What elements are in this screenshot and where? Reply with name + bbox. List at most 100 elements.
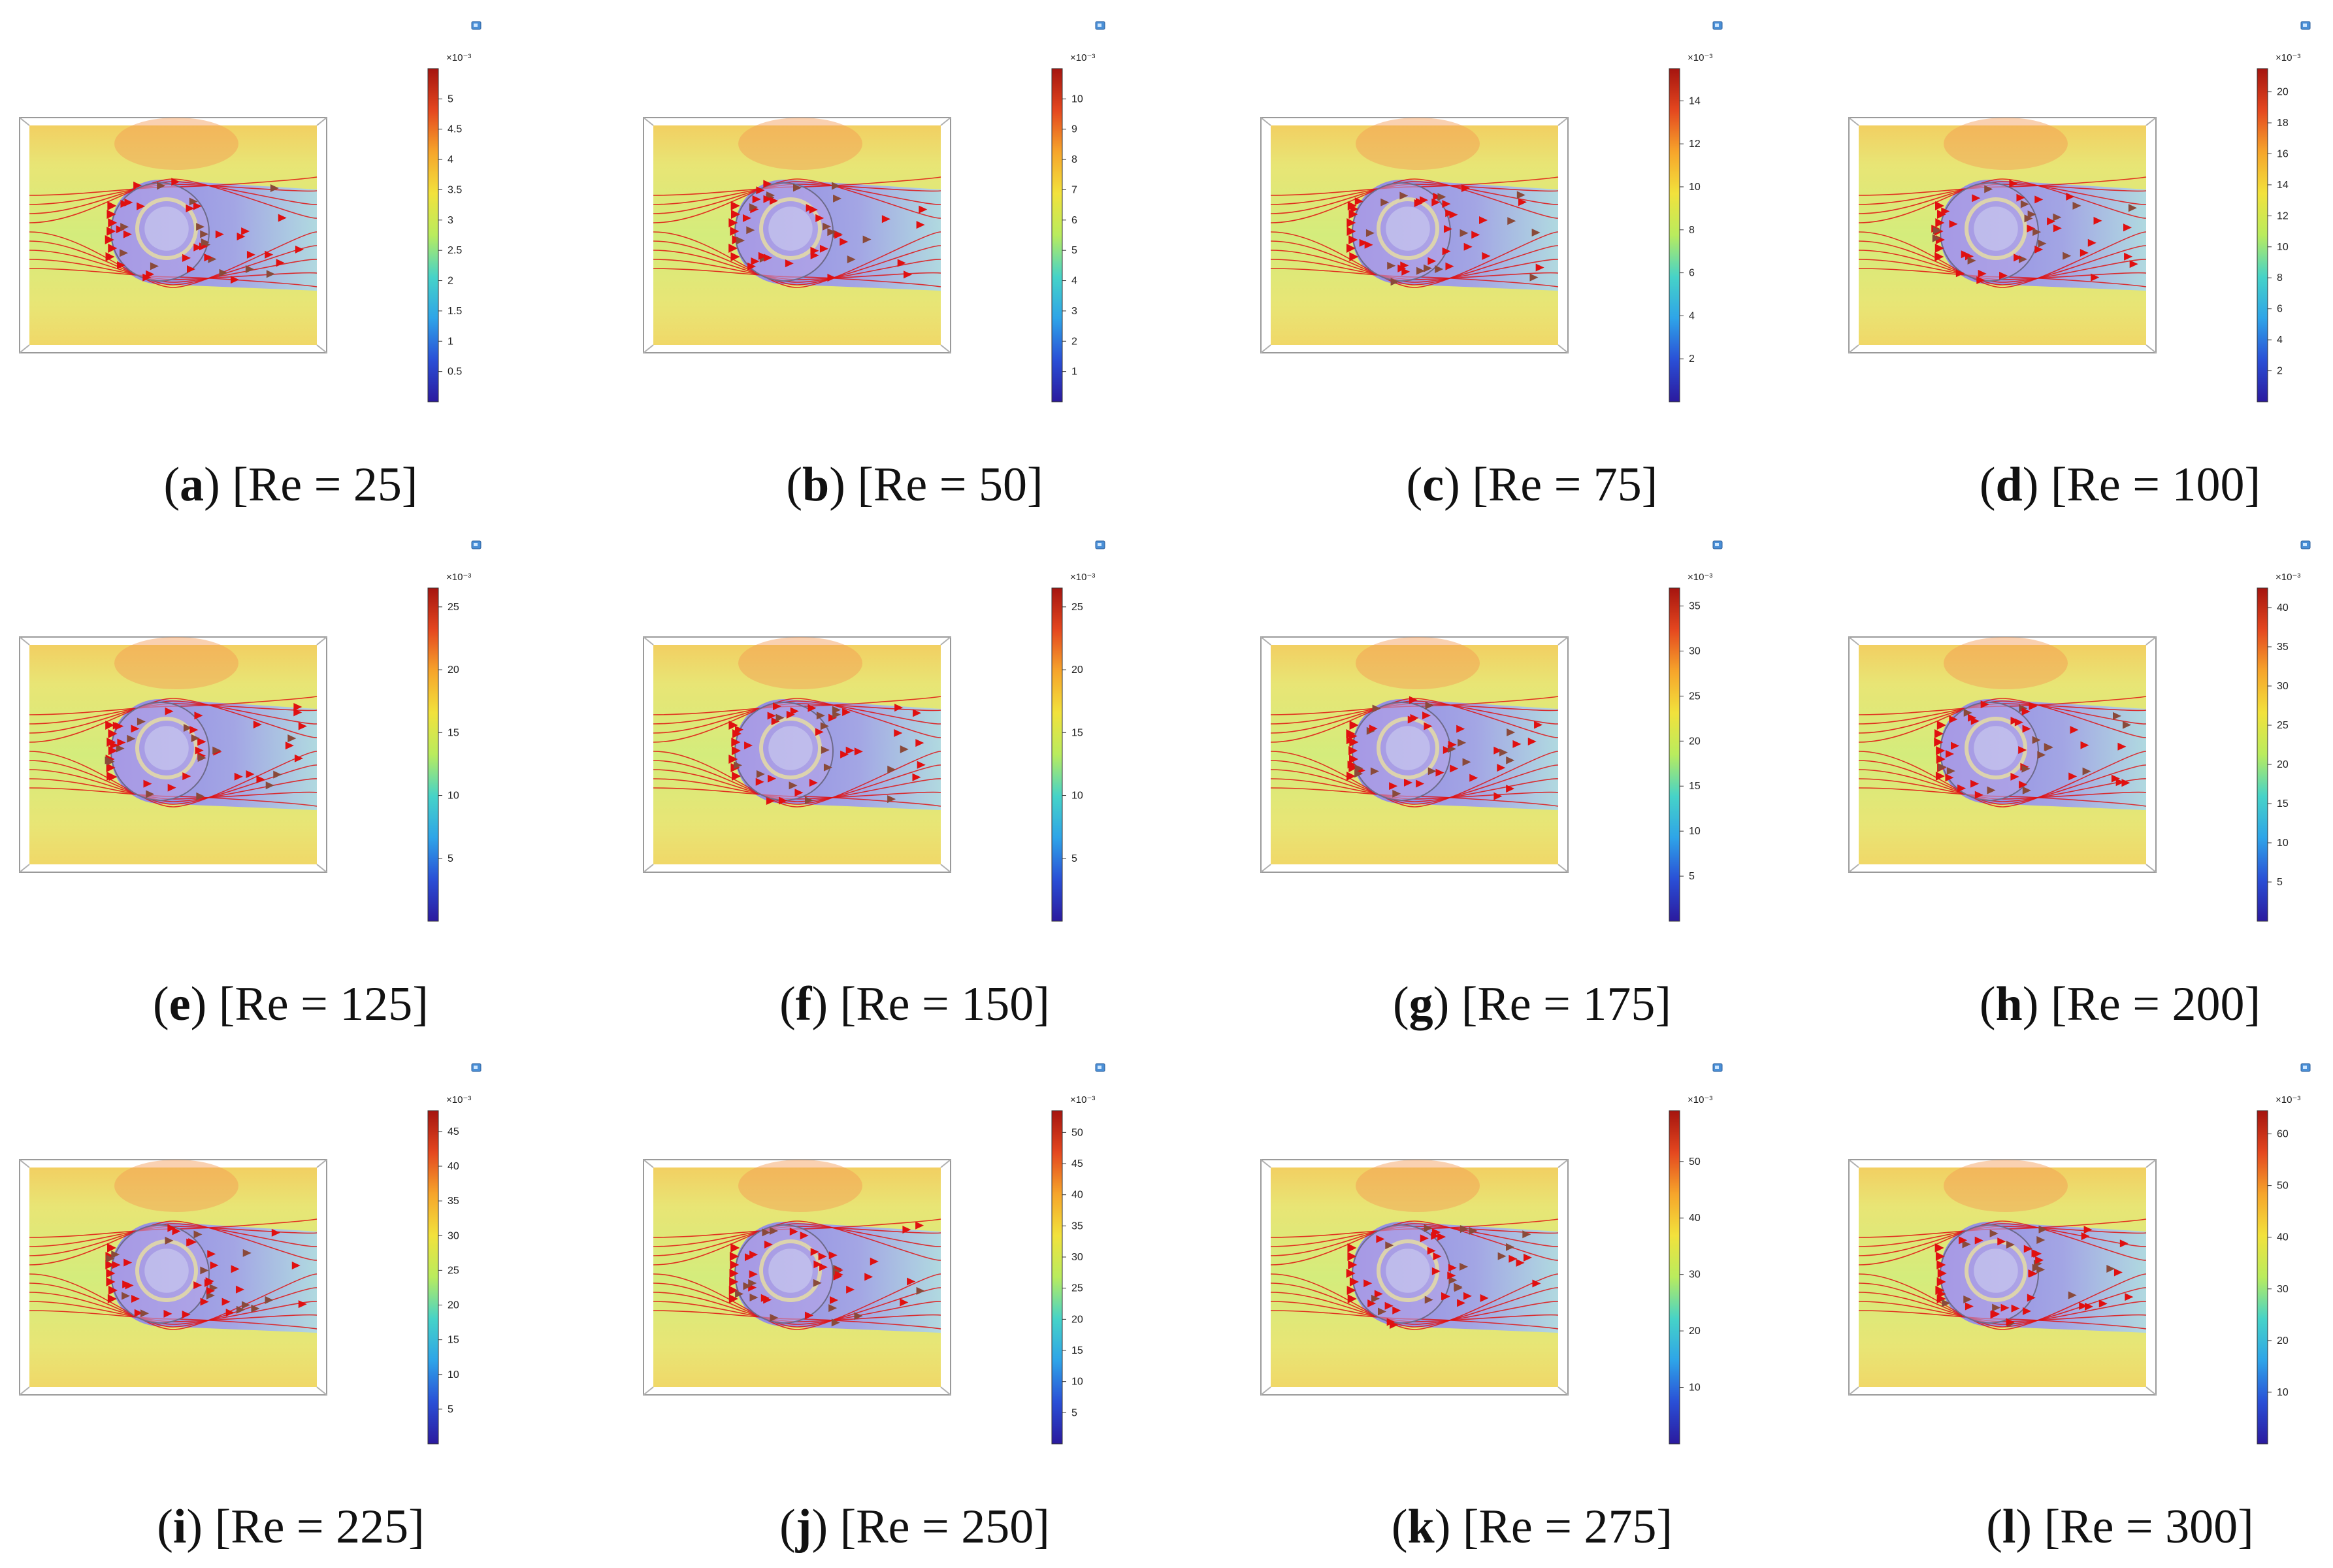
velocity-arrow (107, 1294, 117, 1303)
velocity-arrow (2037, 751, 2046, 759)
velocity-arrows (1346, 1224, 1541, 1329)
velocity-arrow (1389, 782, 1398, 791)
velocity-arrow (729, 1277, 739, 1286)
velocity-arrow (1442, 247, 1451, 255)
velocity-arrow (117, 738, 126, 747)
colorbar-tick-label: 5 (2277, 877, 2283, 888)
velocity-arrow (1945, 774, 1954, 782)
velocity-arrow (1937, 1269, 1947, 1278)
velocity-arrow (916, 221, 925, 229)
velocity-arrow (1435, 265, 1444, 273)
colorbar-tick-label: 40 (1071, 1190, 1083, 1201)
velocity-arrow (2082, 767, 2091, 776)
streamlines (29, 696, 318, 808)
velocity-arrow (234, 772, 243, 781)
panel-caption: (c) [Re = 75] (1406, 458, 1658, 512)
velocity-arrow (194, 711, 203, 720)
velocity-arrow (1442, 200, 1451, 208)
velocity-arrow (106, 210, 116, 219)
velocity-arrow (200, 230, 209, 238)
velocity-arrow (1934, 738, 1944, 747)
velocity-arrow (2072, 201, 2081, 210)
colorbar-tick-label: 35 (2277, 642, 2289, 653)
colorbar-multiplier: ×10⁻³ (1688, 572, 1712, 583)
pressure-hotspot (114, 1160, 238, 1212)
velocity-arrow (832, 182, 841, 190)
velocity-arrow (2129, 260, 2138, 269)
velocity-arrow (1346, 1269, 1356, 1278)
colorbar-tick-label: 10 (1071, 1377, 1083, 1388)
colorbar-tick-label: 5 (1071, 853, 1077, 864)
velocity-arrow (2047, 217, 2056, 225)
velocity-arrow (294, 754, 303, 762)
colorbar-tick-label: 20 (1689, 1326, 1701, 1337)
velocity-arrow (2036, 1266, 2046, 1274)
velocity-arrow (2117, 742, 2127, 751)
velocity-arrow (1509, 1254, 1518, 1263)
velocity-arrow (2027, 1294, 2036, 1302)
panel-letter: j (795, 1500, 812, 1554)
velocity-arrow (2128, 204, 2137, 212)
velocity-arrow (917, 760, 926, 769)
velocity-arrow (2070, 726, 2079, 734)
velocity-arrow (133, 181, 142, 189)
velocity-arrow (1346, 772, 1356, 781)
colorbar (1669, 1110, 1680, 1445)
velocity-arrow (1346, 1286, 1356, 1295)
velocity-arrow (189, 726, 199, 734)
velocity-arrow (1946, 750, 1955, 759)
colorbar (1051, 68, 1063, 402)
velocity-arrow (1963, 709, 1972, 717)
velocity-arrow (833, 194, 842, 203)
panel-caption: (e) [Re = 125] (153, 977, 429, 1031)
velocity-arrow (1428, 257, 1437, 265)
velocity-arrow (887, 795, 896, 804)
velocity-arrow (1401, 267, 1411, 276)
velocity-arrow (1936, 746, 1946, 755)
velocity-arrow (915, 1221, 924, 1230)
velocity-arrow (1348, 1260, 1358, 1269)
velocity-arrow (298, 722, 307, 730)
velocity-arrow (167, 783, 176, 792)
pressure-hotspot (114, 118, 238, 170)
velocity-arrow (265, 1296, 274, 1304)
velocity-arrow (1970, 779, 1980, 788)
velocity-arrow (2024, 214, 2033, 223)
velocity-arrow (242, 1249, 252, 1257)
velocity-arrow (287, 734, 297, 743)
velocity-arrow (736, 237, 745, 245)
velocity-arrow (1507, 728, 1516, 737)
velocity-arrow (1460, 229, 1469, 237)
velocity-arrow (828, 1304, 838, 1313)
velocity-arrow (915, 739, 924, 747)
colorbar-tick-label: 3 (1071, 306, 1077, 317)
velocity-arrow (1932, 234, 1941, 242)
velocity-arrow (2014, 253, 2023, 262)
toolbar-icon (2300, 21, 2311, 30)
velocity-arrow (830, 1296, 839, 1305)
velocity-arrow (729, 1269, 739, 1278)
velocity-arrow (2112, 711, 2121, 720)
colorbar-tick-label: 25 (1689, 691, 1701, 702)
reynolds-label: [Re = 275] (1462, 1500, 1673, 1554)
velocity-arrow (298, 1300, 307, 1309)
velocity-arrow (2113, 1268, 2123, 1277)
flow-plot-c: ×10⁻³ 14 12 10 8 6 4 2 (1260, 21, 1723, 402)
colorbar-tick-label: 50 (1689, 1156, 1701, 1168)
velocity-arrow (195, 746, 204, 755)
panel-letter: a (180, 458, 204, 512)
velocity-arrow (112, 721, 122, 730)
velocity-arrow (764, 253, 773, 262)
velocity-arrow (1349, 252, 1359, 261)
velocity-arrow (1984, 185, 1993, 193)
velocity-arrow (1372, 704, 1381, 713)
velocity-arrow (760, 1294, 770, 1302)
velocity-arrow (785, 259, 794, 268)
velocity-arrow (1425, 701, 1434, 710)
velocity-arrow (108, 729, 118, 738)
colorbar (427, 68, 439, 402)
velocity-arrow (1935, 772, 1945, 781)
velocity-arrow (1359, 238, 1368, 247)
velocity-arrow (193, 202, 202, 210)
velocity-arrow (1346, 244, 1356, 253)
